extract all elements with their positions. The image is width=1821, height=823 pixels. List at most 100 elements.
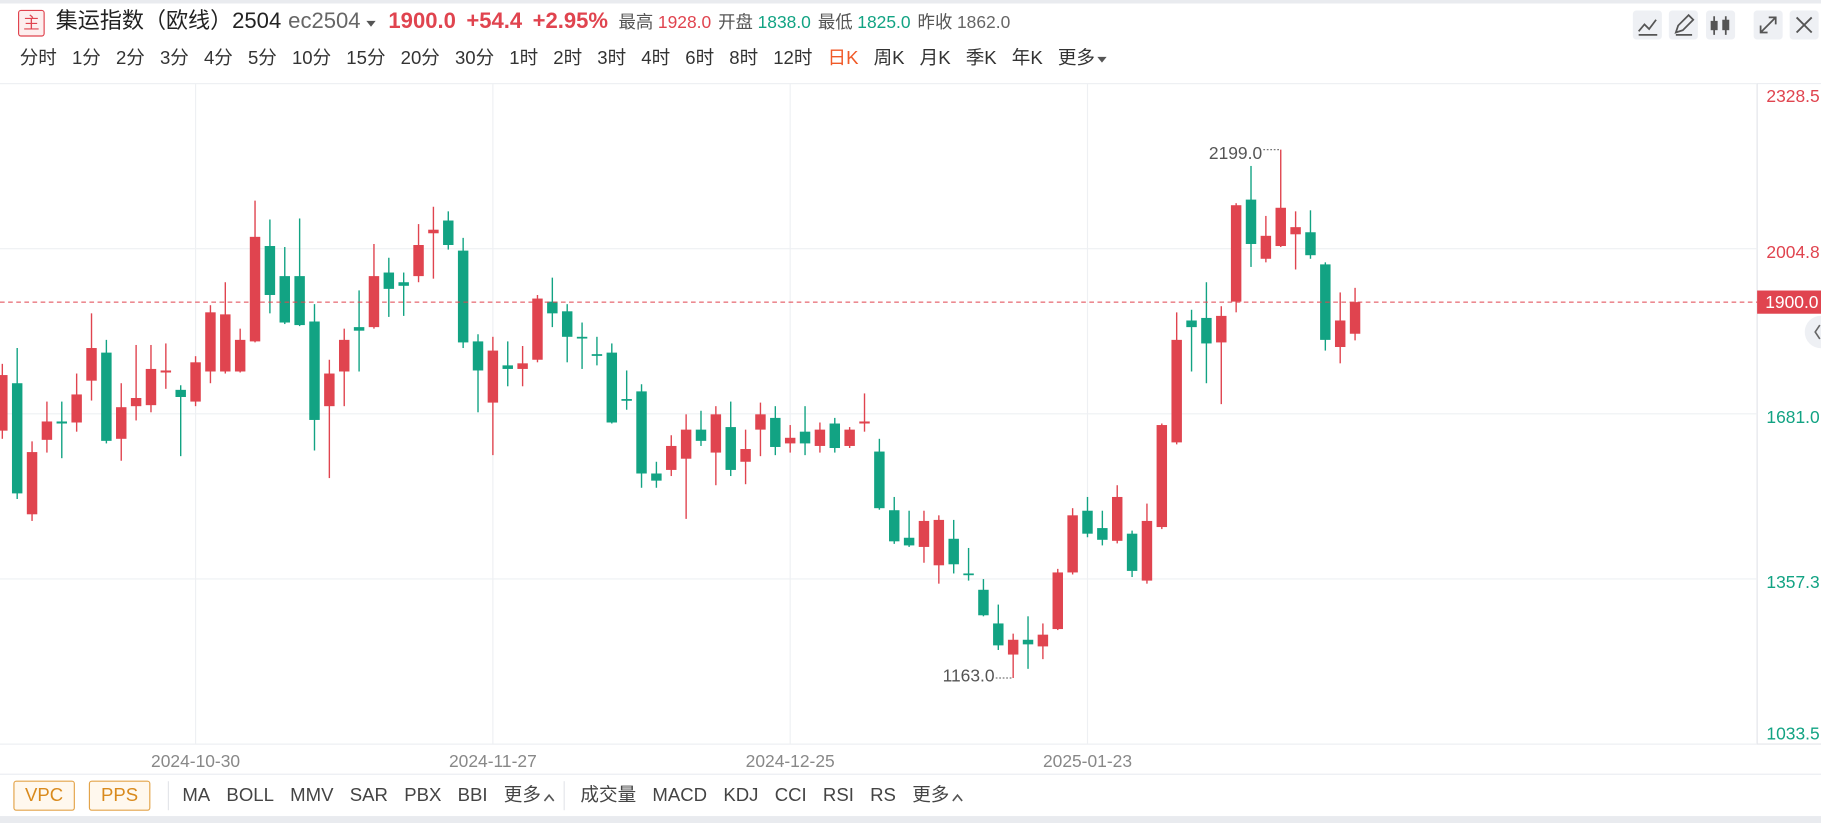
candle-body xyxy=(1275,207,1286,247)
candle-body xyxy=(918,520,930,547)
candle-body xyxy=(889,510,900,542)
period-tab[interactable]: 年K xyxy=(1012,47,1044,68)
period-tab[interactable]: 月K xyxy=(920,47,952,68)
indicator-tab[interactable]: SAR xyxy=(350,784,388,805)
side-panel-arrow xyxy=(1814,324,1821,340)
candle-body xyxy=(651,473,662,481)
candle-body xyxy=(0,375,8,431)
period-tab[interactable]: 分时 xyxy=(20,47,57,68)
indicator-tab[interactable]: RSI xyxy=(823,784,854,805)
candle-body xyxy=(993,623,1004,646)
symbol-code[interactable]: ec2504 xyxy=(288,8,360,33)
candle-body xyxy=(606,352,618,423)
candle-body xyxy=(799,431,811,444)
candle-body xyxy=(1201,317,1212,344)
period-tab[interactable]: 2时 xyxy=(553,47,582,68)
top-edge xyxy=(0,0,1821,4)
candle-body xyxy=(383,272,395,289)
candle-body xyxy=(561,311,573,337)
candle-body xyxy=(116,407,127,439)
candle-body xyxy=(1067,515,1078,573)
period-tab[interactable]: 更多 xyxy=(1058,47,1095,68)
expand-caret xyxy=(543,793,555,802)
period-tab[interactable]: 8时 xyxy=(729,47,758,68)
y-tick-label: 1033.5 xyxy=(1766,723,1819,743)
candle-body xyxy=(1156,425,1168,528)
tool-button[interactable] xyxy=(1632,10,1662,40)
candle-body xyxy=(234,339,246,372)
period-tab[interactable]: 20分 xyxy=(401,47,440,68)
indicator-tab[interactable]: 成交量 xyxy=(580,784,636,805)
candle-body xyxy=(160,370,172,373)
last-price-axis-label: 1900.0 xyxy=(1765,292,1818,312)
indicator-button[interactable] xyxy=(13,780,75,811)
indicator-button-label[interactable]: PPS xyxy=(101,784,138,805)
candle-body xyxy=(1007,639,1019,655)
indicator-tab[interactable]: MA xyxy=(182,784,210,805)
symbol-icon-text: 主 xyxy=(23,15,39,33)
candle-body xyxy=(903,537,915,546)
candle-body xyxy=(443,220,454,246)
period-tab[interactable]: 季K xyxy=(966,47,998,68)
period-tab[interactable]: 6时 xyxy=(685,47,714,68)
candle-body xyxy=(666,445,677,470)
period-tab[interactable]: 1时 xyxy=(509,47,538,68)
candle-body xyxy=(294,276,305,326)
price-change: +54.4 xyxy=(466,8,523,33)
period-tab[interactable]: 2分 xyxy=(116,47,145,68)
indicator-tab[interactable]: RS xyxy=(870,784,896,805)
indicator-button-label[interactable]: VPC xyxy=(25,784,63,805)
symbol-icon xyxy=(18,9,45,37)
period-tab[interactable]: 3分 xyxy=(160,47,189,68)
candle-body xyxy=(517,363,528,369)
candle-body xyxy=(874,451,885,509)
indicator-tab[interactable]: PBX xyxy=(404,784,441,805)
candle-body xyxy=(190,362,201,402)
period-tab[interactable]: 1分 xyxy=(72,47,101,68)
indicator-tab[interactable]: KDJ xyxy=(723,784,758,805)
period-tab[interactable]: 15分 xyxy=(346,47,385,68)
period-tab[interactable]: 12时 xyxy=(773,47,812,68)
candle-body xyxy=(1141,520,1153,581)
candle-body xyxy=(205,312,216,372)
period-tab[interactable]: 3时 xyxy=(597,47,626,68)
indicator-tab[interactable]: BBI xyxy=(458,784,488,805)
side-panel-toggle[interactable] xyxy=(1804,315,1821,349)
indicator-tab[interactable]: 更多 xyxy=(504,784,541,805)
indicator-tab[interactable]: MACD xyxy=(652,784,707,805)
candle-body xyxy=(933,519,945,566)
low-label: 1163.0 xyxy=(943,665,995,685)
indicator-tab[interactable]: MMV xyxy=(290,784,334,805)
tool-button[interactable] xyxy=(1706,10,1736,40)
period-tab[interactable]: 周K xyxy=(874,47,906,68)
period-tab[interactable]: 日K xyxy=(828,47,860,68)
y-tick-label: 2328.5 xyxy=(1766,86,1819,106)
indicator-button[interactable] xyxy=(88,780,151,811)
expand-caret xyxy=(952,793,963,802)
candle-body xyxy=(1230,205,1242,302)
candle-body xyxy=(1349,302,1361,334)
period-tab[interactable]: 4时 xyxy=(641,47,670,68)
period-tab[interactable]: 10分 xyxy=(292,47,331,68)
stat-label: 最高 xyxy=(618,12,653,32)
candle-body xyxy=(1037,634,1049,647)
candle-body xyxy=(1290,227,1301,235)
candle-body xyxy=(591,354,603,356)
indicator-tab[interactable]: 更多 xyxy=(912,784,949,805)
period-tab[interactable]: 30分 xyxy=(455,47,494,68)
period-tab[interactable]: 4分 xyxy=(204,47,233,68)
last-price: 1900.0 xyxy=(388,8,455,33)
y-tick-label: 1357.3 xyxy=(1766,572,1819,592)
candle-body xyxy=(1334,320,1346,348)
candle-body xyxy=(71,394,82,423)
indicator-tab[interactable]: CCI xyxy=(775,784,807,805)
x-tick-label: 2024-10-30 xyxy=(151,751,240,771)
stat-label: 开盘 xyxy=(718,12,753,32)
indicator-tab[interactable]: BOLL xyxy=(226,784,273,805)
stat-value: 1862.0 xyxy=(957,12,1010,32)
candle-body xyxy=(770,417,781,447)
candle-body xyxy=(1052,572,1063,630)
period-tab[interactable]: 5分 xyxy=(248,47,277,68)
candle-body xyxy=(41,421,53,440)
